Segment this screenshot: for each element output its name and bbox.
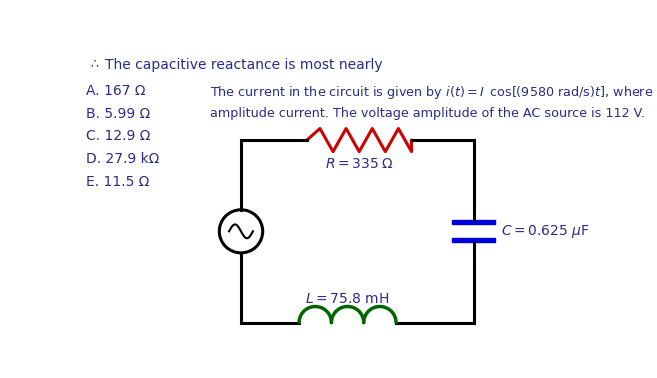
- Text: The capacitive reactance is most nearly: The capacitive reactance is most nearly: [105, 58, 383, 72]
- Text: amplitude current. The voltage amplitude of the AC source is 112 V.: amplitude current. The voltage amplitude…: [210, 107, 645, 120]
- Text: D. 27.9 kΩ: D. 27.9 kΩ: [86, 152, 160, 166]
- Text: $R = 335\;\Omega$: $R = 335\;\Omega$: [325, 157, 394, 171]
- Text: B. 5.99 Ω: B. 5.99 Ω: [86, 107, 150, 121]
- Text: E. 11.5 Ω: E. 11.5 Ω: [86, 175, 149, 189]
- Text: $C = 0.625\;\mu$F: $C = 0.625\;\mu$F: [501, 223, 589, 240]
- Text: C. 12.9 Ω: C. 12.9 Ω: [86, 129, 150, 143]
- Text: The current in the circuit is given by $i(t) = I\,$ cos[(9580 rad/s)$t$], where : The current in the circuit is given by $…: [210, 84, 657, 101]
- Text: A. 167 Ω: A. 167 Ω: [86, 84, 145, 98]
- Text: $L = 75.8$ mH: $L = 75.8$ mH: [306, 291, 390, 306]
- Bar: [452, 238, 495, 242]
- Text: ∴: ∴: [90, 58, 98, 71]
- Bar: [452, 220, 495, 225]
